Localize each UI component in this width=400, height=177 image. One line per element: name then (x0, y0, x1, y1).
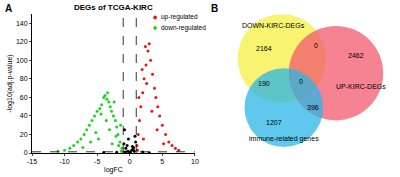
svg-text:0: 0 (128, 158, 132, 165)
svg-text:120: 120 (16, 38, 28, 45)
svg-text:B: B (211, 3, 218, 14)
svg-text:190: 190 (258, 80, 270, 87)
svg-text:5: 5 (160, 158, 164, 165)
svg-text:down-regulated: down-regulated (161, 24, 206, 32)
svg-text:-15: -15 (27, 158, 37, 165)
svg-text:-log10(adj.p-value): -log10(adj.p-value) (6, 54, 14, 112)
svg-text:2164: 2164 (256, 45, 272, 52)
svg-text:140: 140 (16, 20, 28, 27)
svg-text:DEGs of TCGA-KIRC: DEGs of TCGA-KIRC (74, 3, 153, 12)
svg-text:logFC: logFC (104, 166, 123, 174)
svg-text:2462: 2462 (348, 52, 364, 59)
svg-text:10: 10 (191, 158, 199, 165)
svg-text:60: 60 (20, 94, 28, 101)
svg-text:1207: 1207 (266, 119, 282, 126)
svg-text:up-regulated: up-regulated (161, 13, 198, 21)
svg-text:UP-KIRC-DEGs: UP-KIRC-DEGs (336, 83, 386, 90)
svg-text:100: 100 (16, 57, 28, 64)
svg-text:A: A (5, 3, 12, 14)
svg-text:20: 20 (20, 131, 28, 138)
svg-text:-5: -5 (94, 158, 100, 165)
svg-text:-10: -10 (60, 158, 70, 165)
svg-text:DOWN-KIRC-DEGs: DOWN-KIRC-DEGs (242, 22, 305, 29)
svg-text:0: 0 (314, 42, 318, 49)
svg-text:0: 0 (299, 78, 303, 85)
svg-text:40: 40 (20, 112, 28, 119)
svg-text:396: 396 (307, 104, 319, 111)
svg-text:immune-related genes: immune-related genes (249, 135, 319, 143)
svg-text:0: 0 (24, 149, 28, 156)
svg-text:80: 80 (20, 75, 28, 82)
